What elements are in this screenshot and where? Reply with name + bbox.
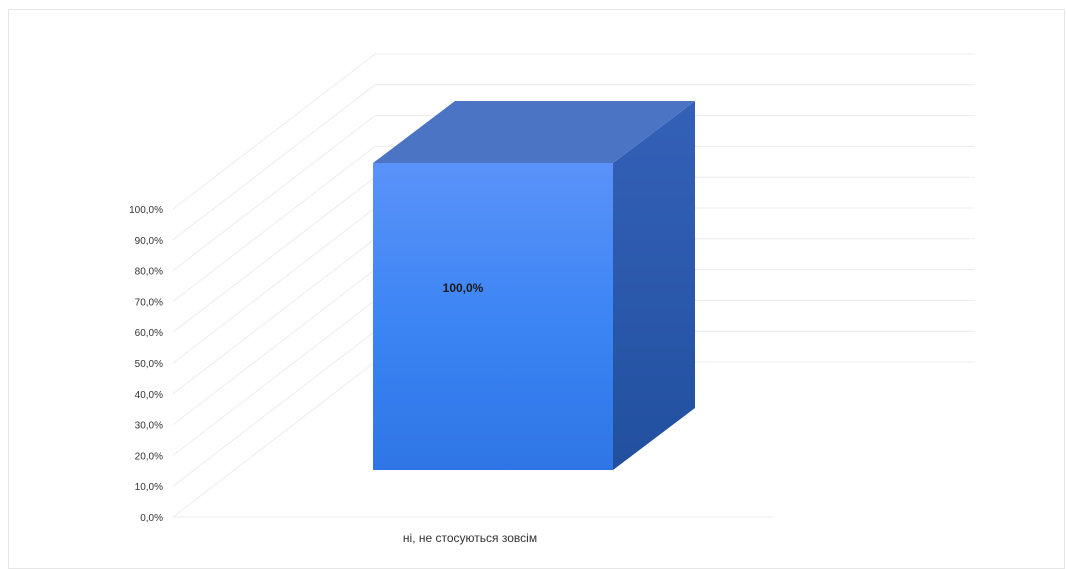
x-category-label: ні, не стосуються зовсім	[403, 531, 537, 545]
y-tick-label: 10,0%	[135, 482, 163, 493]
data-label: 100,0%	[443, 281, 484, 295]
y-tick-label: 90,0%	[135, 236, 163, 247]
gridline-diagonal	[172, 53, 376, 210]
gridline-diagonal	[172, 84, 376, 241]
chart: 0,0% 10,0% 20,0% 30,0% 40,0% 50,0% 60,0% 70,0% 8…	[129, 53, 975, 545]
bar-top-face	[373, 101, 695, 163]
y-tick-label: 70,0%	[135, 297, 163, 308]
bar	[373, 163, 613, 470]
y-tick-label: 80,0%	[135, 267, 163, 278]
gridline-diagonal	[172, 330, 376, 487]
bar-side-face	[613, 101, 695, 470]
y-axis-ticks: 0,0% 10,0% 20,0% 30,0% 40,0% 50,0% 60,0% 70,0% 8…	[129, 205, 163, 524]
y-tick-label: 40,0%	[135, 390, 163, 401]
gridline-diagonal	[172, 176, 376, 333]
y-tick-label: 30,0%	[135, 421, 163, 432]
gridline-diagonal	[172, 269, 376, 425]
y-tick-label: 0,0%	[140, 513, 163, 524]
gridline-diagonal	[172, 238, 376, 395]
gridline-diagonal	[172, 146, 376, 302]
gridline-diagonal	[172, 115, 376, 271]
y-tick-label: 60,0%	[135, 328, 163, 339]
y-tick-label: 50,0%	[135, 359, 163, 370]
gridline-diagonal	[172, 300, 376, 456]
y-tick-label: 100,0%	[129, 205, 163, 216]
gridline-diagonal	[172, 361, 376, 518]
labels: 100,0% ні, не стосуються зовсім	[403, 281, 537, 545]
y-tick-label: 20,0%	[135, 451, 163, 462]
bars	[373, 101, 695, 470]
gridline-diagonal	[172, 207, 376, 364]
